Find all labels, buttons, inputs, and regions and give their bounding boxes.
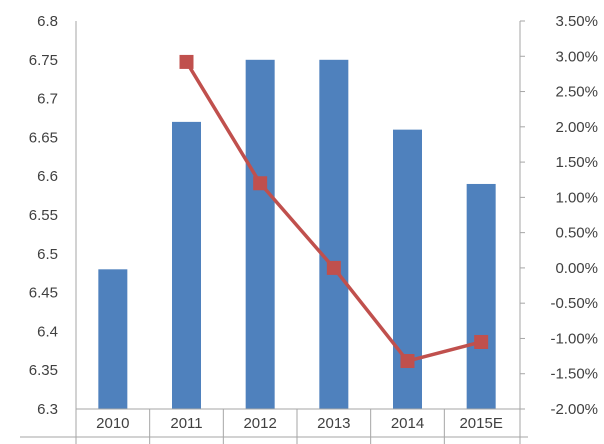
- right-tick-label: -1.00%: [550, 330, 598, 347]
- right-tick-label: -2.00%: [550, 401, 598, 418]
- right-tick-label: -0.50%: [550, 295, 598, 312]
- line-marker-2015E: [474, 334, 489, 349]
- category-label: 2012: [243, 415, 276, 432]
- left-tick-label: 6.5: [37, 246, 58, 263]
- bar-2015E: [466, 183, 496, 409]
- left-tick-label: 6.8: [37, 13, 58, 30]
- axes: [20, 21, 528, 444]
- right-tick-label: 0.50%: [555, 225, 598, 242]
- right-tick-label: 2.00%: [555, 119, 598, 136]
- category-label: 2011: [170, 415, 202, 432]
- category-label: 2013: [317, 415, 350, 432]
- right-tick-label: 3.50%: [555, 13, 598, 30]
- line-marker-2014: [400, 354, 415, 369]
- right-tick-label: -1.50%: [550, 366, 598, 383]
- left-tick-label: 6.35: [29, 362, 58, 379]
- bar-2013: [319, 59, 349, 410]
- left-tick-label: 6.4: [37, 323, 58, 340]
- right-axis-ticks: 3.50% 3.00% 2.50% 2.00% 1.50% 1.00% 0.50% 0.00%…: [520, 13, 598, 418]
- left-tick-label: 6.6: [37, 168, 58, 185]
- left-tick-label: 6.7: [37, 91, 58, 108]
- line-marker-2013: [326, 260, 341, 275]
- left-tick-label: 6.3: [37, 401, 58, 418]
- left-axis-ticks: 6.8 6.75 6.7 6.65 6.6 6.55 6.5 6.45 6.4 6.35 6.3: [29, 13, 58, 418]
- right-tick-label: 1.50%: [555, 154, 598, 171]
- right-tick-label: 3.00%: [555, 48, 598, 65]
- line-marker-2012: [253, 176, 268, 191]
- left-tick-label: 6.65: [29, 129, 58, 146]
- category-labels: 2010 2011 2012 2013 2014 2015E: [96, 415, 503, 432]
- category-label: 2015E: [459, 415, 502, 432]
- bar-2012: [245, 59, 275, 410]
- bar-2011: [172, 121, 201, 409]
- left-tick-label: 6.75: [29, 52, 58, 69]
- category-label: 2010: [96, 415, 129, 432]
- right-tick-label: 0.00%: [555, 260, 598, 277]
- right-tick-label: 2.50%: [555, 84, 598, 101]
- left-tick-label: 6.45: [29, 285, 58, 302]
- line-marker-2011: [179, 54, 194, 69]
- bar-2010: [98, 269, 128, 409]
- bar-series: [98, 59, 496, 410]
- category-label: 2014: [391, 415, 424, 432]
- right-tick-label: 1.00%: [555, 189, 598, 206]
- left-tick-label: 6.55: [29, 207, 58, 224]
- line-series: [179, 54, 489, 369]
